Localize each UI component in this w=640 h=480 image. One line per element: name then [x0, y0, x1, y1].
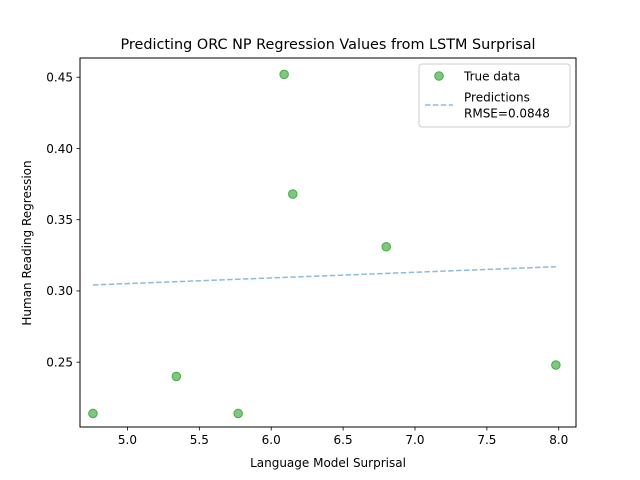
- plot-area: [88, 69, 561, 419]
- data-point: [88, 408, 98, 419]
- data-point: [551, 360, 561, 370]
- y-tick-label: 0.40: [46, 142, 73, 156]
- legend-true-data-marker: [434, 71, 444, 81]
- y-axis-ticks: 0.25 0.30 0.35 0.40 0.45: [46, 71, 80, 369]
- data-point: [279, 69, 289, 80]
- legend-predictions-label: Predictions: [464, 91, 530, 105]
- x-axis-ticks: 5.0 5.5 6.0 6.5 7.0 7.5 8.0: [118, 427, 568, 447]
- x-axis-label: Language Model Surprisal: [250, 456, 406, 470]
- x-tick-label: 8.0: [549, 433, 568, 447]
- y-tick-label: 0.30: [46, 284, 73, 298]
- data-point: [171, 371, 182, 382]
- y-axis-label: Human Reading Regression: [20, 160, 34, 325]
- legend-true-data-label: True data: [463, 70, 520, 84]
- x-tick-label: 5.0: [118, 433, 137, 447]
- y-tick-label: 0.25: [46, 355, 73, 369]
- x-tick-label: 7.0: [405, 433, 424, 447]
- legend-box: [418, 63, 571, 128]
- chart-title: Predicting ORC NP Regression Values from…: [120, 37, 535, 53]
- axes-frame: [79, 57, 577, 428]
- x-tick-label: 7.5: [477, 433, 496, 447]
- legend-rmse-label: RMSE=0.0848: [464, 107, 550, 121]
- data-point: [287, 189, 298, 199]
- x-tick-label: 6.5: [334, 433, 353, 447]
- prediction-line: [92, 265, 556, 286]
- legend: True data Predictions RMSE=0.0848: [418, 63, 571, 128]
- x-tick-label: 6.0: [262, 433, 281, 447]
- y-tick-label: 0.35: [46, 213, 73, 227]
- y-tick-label: 0.45: [46, 71, 73, 85]
- data-point: [381, 241, 392, 252]
- data-point: [233, 408, 243, 419]
- x-tick-label: 5.5: [190, 433, 209, 447]
